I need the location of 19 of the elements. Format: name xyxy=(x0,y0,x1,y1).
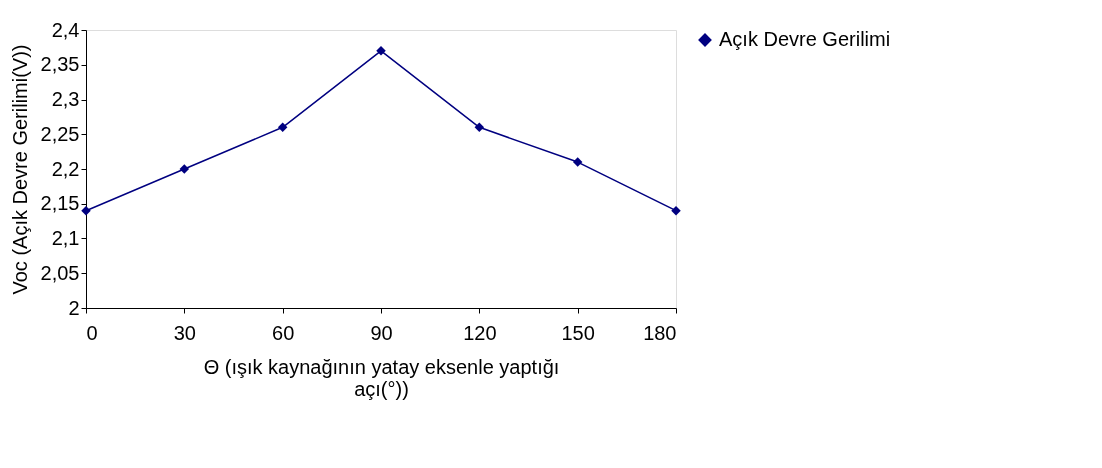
y-tick-label: 2,15 xyxy=(40,192,80,215)
y-axis-title: Voc (Açık Devre Gerilimi(V)) xyxy=(8,44,31,295)
y-tick-label: 2 xyxy=(68,296,80,319)
y-tick-label: 2,4 xyxy=(51,18,80,41)
y-tick-label: 2,25 xyxy=(40,122,80,145)
x-tick-label: 30 xyxy=(173,321,196,344)
x-tick-label: 120 xyxy=(463,321,497,344)
y-tick-label: 2,1 xyxy=(51,227,80,249)
y-tick-label: 2,35 xyxy=(40,53,80,76)
y-tick-label: 2,05 xyxy=(40,261,80,284)
x-tick-label: 150 xyxy=(561,321,595,344)
x-tick-label: 180 xyxy=(643,321,677,344)
x-tick-label: 60 xyxy=(272,321,295,344)
y-tick-label: 2,3 xyxy=(51,88,80,110)
legend-label: Açık Devre Gerilimi xyxy=(719,28,891,50)
x-tick-label: 0 xyxy=(86,321,98,344)
x-axis-title: Θ (ışık kaynağının yatay eksenle yaptığı açı(°)) xyxy=(203,355,560,400)
x-tick-label: 90 xyxy=(370,321,393,344)
y-tick-label: 2,2 xyxy=(51,157,80,180)
